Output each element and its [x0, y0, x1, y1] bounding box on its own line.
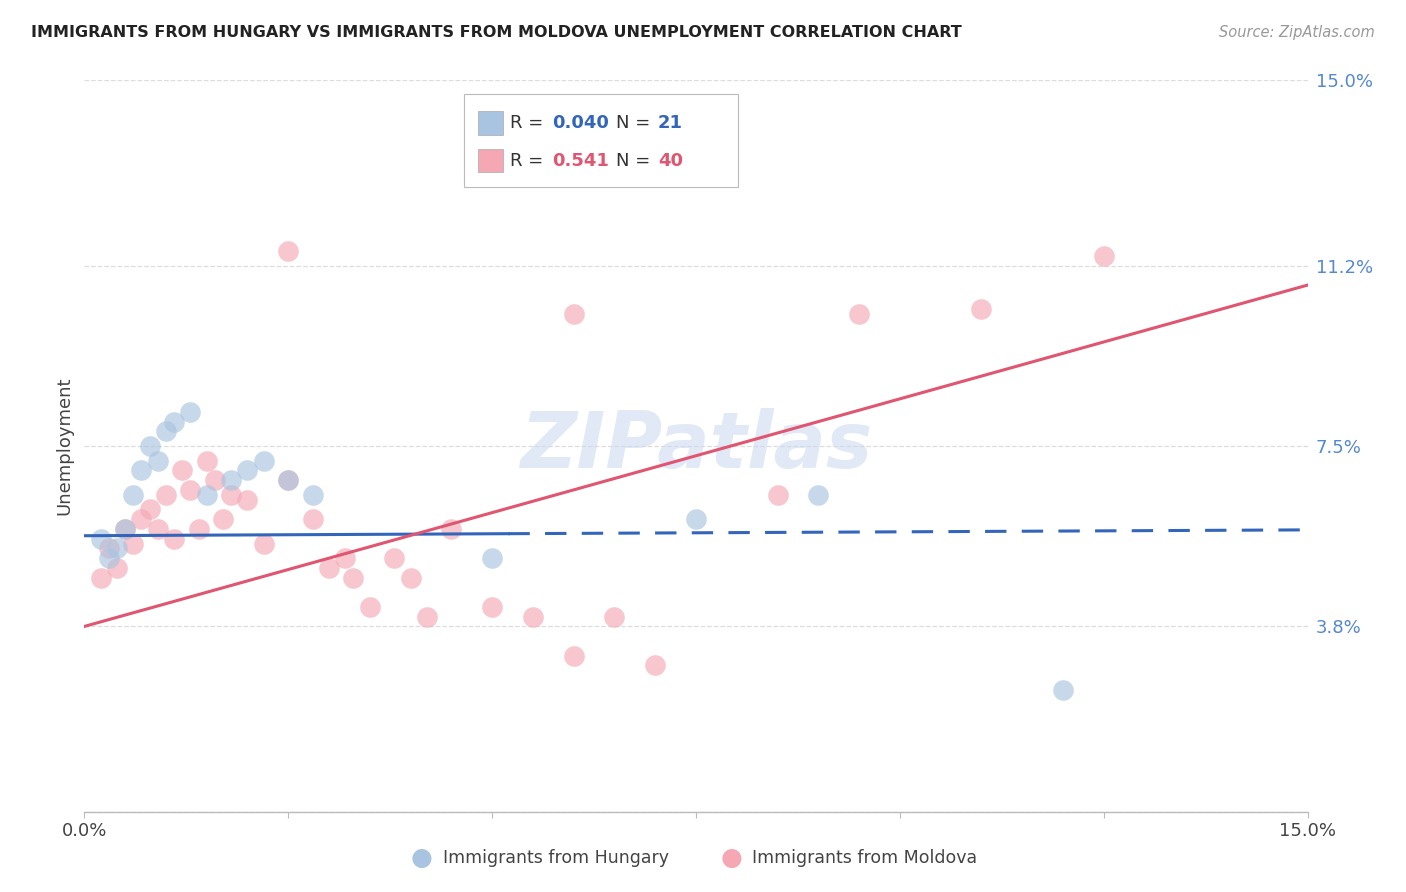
Point	[1052, 682, 1074, 697]
Point	[562, 307, 585, 321]
Point	[318, 561, 340, 575]
Point	[155, 425, 177, 439]
Point	[105, 541, 128, 556]
Point	[155, 488, 177, 502]
Text: R =: R =	[510, 114, 550, 132]
Point	[179, 405, 201, 419]
Point	[236, 492, 259, 507]
Point	[382, 551, 405, 566]
Point	[685, 512, 707, 526]
Point	[970, 302, 993, 317]
Point	[172, 463, 194, 477]
Text: R =: R =	[510, 152, 550, 169]
Point	[1092, 249, 1115, 263]
Point	[204, 473, 226, 487]
Point	[236, 463, 259, 477]
Point	[187, 522, 209, 536]
Point	[122, 536, 145, 550]
Point	[342, 571, 364, 585]
Point	[138, 502, 160, 516]
Point	[114, 522, 136, 536]
Point	[179, 483, 201, 497]
Point	[277, 473, 299, 487]
Text: IMMIGRANTS FROM HUNGARY VS IMMIGRANTS FROM MOLDOVA UNEMPLOYMENT CORRELATION CHAR: IMMIGRANTS FROM HUNGARY VS IMMIGRANTS FR…	[31, 25, 962, 40]
Point	[301, 488, 323, 502]
Text: Source: ZipAtlas.com: Source: ZipAtlas.com	[1219, 25, 1375, 40]
Point	[146, 453, 169, 467]
Text: N =: N =	[616, 152, 655, 169]
Point	[481, 551, 503, 566]
Point	[163, 415, 186, 429]
Text: ZIPatlas: ZIPatlas	[520, 408, 872, 484]
Point	[97, 551, 120, 566]
Point	[105, 561, 128, 575]
Text: ●: ●	[411, 847, 433, 870]
Point	[848, 307, 870, 321]
Point	[359, 599, 381, 614]
Point	[195, 453, 218, 467]
Y-axis label: Unemployment: Unemployment	[55, 376, 73, 516]
Text: N =: N =	[616, 114, 655, 132]
Point	[122, 488, 145, 502]
Point	[335, 551, 357, 566]
Point	[522, 609, 544, 624]
Point	[301, 512, 323, 526]
Text: 21: 21	[658, 114, 683, 132]
Point	[562, 648, 585, 663]
Point	[90, 571, 112, 585]
Point	[131, 463, 153, 477]
Point	[416, 609, 439, 624]
Point	[146, 522, 169, 536]
Point	[807, 488, 830, 502]
Point	[163, 532, 186, 546]
Text: 0.541: 0.541	[553, 152, 609, 169]
Point	[219, 488, 242, 502]
Point	[97, 541, 120, 556]
Text: Immigrants from Moldova: Immigrants from Moldova	[752, 849, 977, 867]
Point	[644, 658, 666, 673]
Point	[440, 522, 463, 536]
Point	[253, 536, 276, 550]
Point	[277, 473, 299, 487]
Text: Immigrants from Hungary: Immigrants from Hungary	[443, 849, 669, 867]
Text: 40: 40	[658, 152, 683, 169]
Point	[195, 488, 218, 502]
Point	[131, 512, 153, 526]
Point	[253, 453, 276, 467]
Point	[219, 473, 242, 487]
Text: ●: ●	[720, 847, 742, 870]
Point	[481, 599, 503, 614]
Text: 0.040: 0.040	[553, 114, 609, 132]
Point	[114, 522, 136, 536]
Point	[399, 571, 422, 585]
Point	[277, 244, 299, 258]
Point	[90, 532, 112, 546]
Point	[212, 512, 235, 526]
Point	[138, 439, 160, 453]
Point	[766, 488, 789, 502]
Point	[603, 609, 626, 624]
